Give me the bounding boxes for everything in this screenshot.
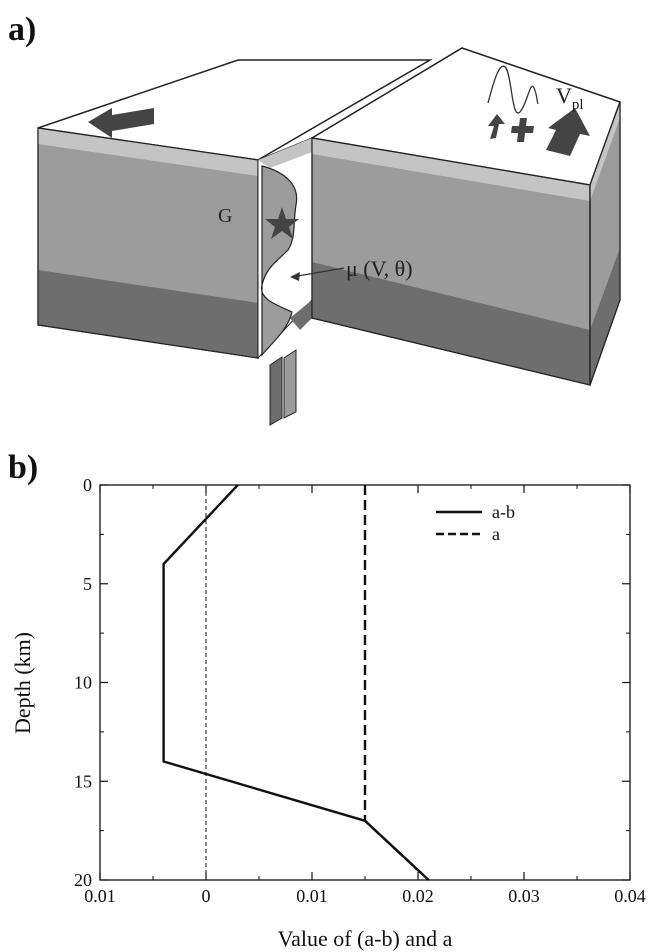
fault-plane-upper-layer bbox=[258, 138, 312, 168]
friction-law-label: μ (V, θ) bbox=[346, 256, 413, 281]
x-tick-label: 0.01 bbox=[296, 886, 328, 906]
y-tick-label: 10 bbox=[74, 673, 92, 693]
series-group bbox=[162, 484, 430, 881]
y-tick-label: 20 bbox=[74, 870, 92, 890]
right-block-upper-layer bbox=[312, 138, 590, 201]
friction-pointer bbox=[291, 267, 345, 278]
fault-plane-lower-layer bbox=[290, 300, 312, 330]
offset-plate-front bbox=[283, 349, 297, 419]
x-tick-label: 0.01 bbox=[84, 886, 116, 906]
y-tick-label: 5 bbox=[83, 574, 92, 594]
legend-label: a-b bbox=[492, 502, 515, 522]
plate-velocity-arrow-icon bbox=[546, 108, 590, 156]
panel-a-label: a) bbox=[8, 11, 36, 48]
seismic-wave-icon bbox=[487, 65, 539, 114]
legend-label: a bbox=[492, 524, 500, 544]
small-up-arrow-icon bbox=[488, 114, 505, 139]
left-block-lower-layer bbox=[38, 270, 258, 358]
x-tick-label: 0.04 bbox=[614, 886, 646, 906]
series-line-a bbox=[363, 485, 430, 881]
depth-profile-chart: 0.01 0 0.01 0.02 0.03 0.04 0 5 10 15 20 a-ba Valu… bbox=[10, 475, 646, 951]
y-axis: 0 5 10 15 20 bbox=[74, 475, 630, 890]
fault-block-diagram: G μ (V, θ) Vpl bbox=[37, 47, 621, 426]
x-axis: 0.01 0 0.01 0.02 0.03 0.04 bbox=[84, 485, 646, 906]
left-block-upper-layer bbox=[38, 128, 258, 176]
x-tick-label: 0.02 bbox=[402, 886, 434, 906]
legend: a-ba bbox=[436, 502, 515, 544]
panel-b-label: b) bbox=[8, 449, 38, 486]
right-block-lower-layer bbox=[312, 262, 590, 385]
y-tick-label: 0 bbox=[83, 475, 92, 495]
plus-icon bbox=[511, 118, 534, 142]
hypocenter-star-icon bbox=[265, 207, 299, 239]
left-plate-motion-arrow-icon bbox=[88, 108, 154, 138]
x-tick-label: 0 bbox=[202, 886, 211, 906]
y-axis-title: Depth (km) bbox=[10, 632, 35, 734]
slip-patch bbox=[261, 165, 298, 357]
x-axis-title: Value of (a-b) and a bbox=[278, 926, 453, 951]
plate-velocity-label: Vpl bbox=[556, 83, 584, 113]
x-tick-label: 0.03 bbox=[508, 886, 540, 906]
asperity-label: G bbox=[218, 205, 232, 227]
y-tick-label: 15 bbox=[74, 771, 92, 791]
offset-plate-back bbox=[269, 356, 283, 426]
